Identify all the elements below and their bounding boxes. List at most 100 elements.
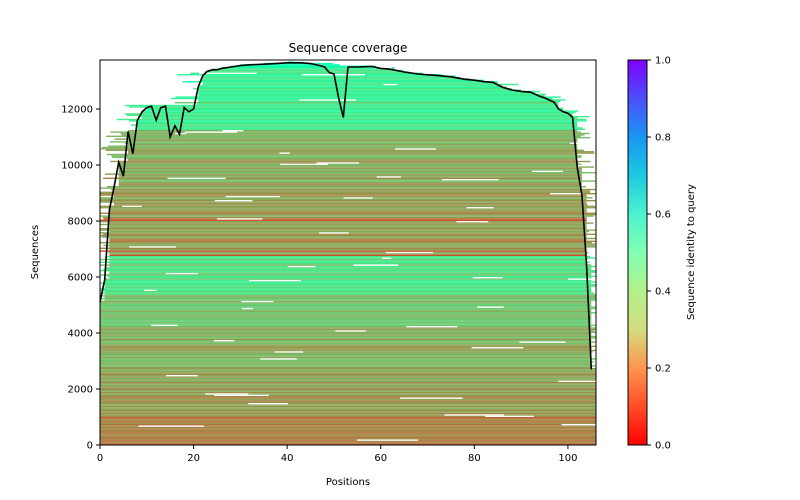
sequence-row [111,155,583,157]
sequence-row [198,89,522,91]
sequence-row [100,348,592,350]
sequence-gap [385,251,433,254]
sequence-row [100,282,592,284]
sequence-row [100,361,594,363]
sequence-row [100,270,596,272]
sequence-gap [299,99,357,101]
sequence-gap [456,221,489,223]
sequence-row [100,193,596,195]
sequence-row [100,200,596,202]
sequence-row [126,137,591,139]
sequence-row [100,321,592,324]
sequence-row [109,246,596,248]
sequence-row [100,194,587,196]
colorbar-tick-label: 0.0 [655,441,671,452]
sequence-row [109,263,587,265]
y-tick-label: 2000 [68,385,93,396]
sequence-row [129,120,587,122]
sequence-row [100,289,592,291]
sequence-row [100,148,578,150]
sequence-row [202,76,461,79]
sequence-row [100,397,596,399]
sequence-row [100,333,592,335]
sequence-row [100,394,596,396]
sequence-row [109,260,587,262]
sequence-row [126,114,573,116]
sequence-gap [531,170,564,172]
sequence-gap [477,306,504,308]
sequence-row [100,436,596,438]
sequence-gap [222,130,244,132]
sequence-row [100,334,592,336]
sequence-gap [151,324,178,326]
sequence-row [100,383,596,385]
sequence-row [100,221,587,223]
sequence-gap [381,257,392,259]
sequence-row [118,183,582,185]
sequence-row [100,400,596,402]
colorbar-tick-label: 0.6 [655,210,671,221]
sequence-row [100,307,596,310]
sequence-row [100,368,596,370]
sequence-row [118,184,582,186]
sequence-row [118,172,596,174]
sequence-row [109,222,594,224]
sequence-row [118,166,595,168]
sequence-row [116,118,587,121]
sequence-row [109,254,587,256]
sequence-row [193,88,512,90]
sequence-row [109,265,596,268]
sequence-row [142,117,578,119]
sequence-row [100,191,591,193]
y-tick-label: 4000 [68,329,93,340]
sequence-row [128,130,578,132]
colorbar-label: Sequence identity to query [686,184,697,320]
sequence-row [100,324,596,326]
sequence-row [128,151,594,153]
sequence-row [114,204,588,206]
sequence-row [100,205,596,207]
sequence-row [104,286,592,289]
sequence-row [100,309,592,311]
sequence-row [202,78,470,80]
sequence-row [100,344,592,346]
sequence-row [100,310,592,312]
sequence-row [202,83,519,86]
sequence-gap [122,205,142,207]
sequence-row [100,356,592,359]
sequence-row [109,277,592,279]
sequence-row [100,323,592,325]
sequence-row [104,293,596,296]
colorbar-axis: 0.0 0.2 0.4 0.6 0.8 1.0 [647,56,671,452]
sequence-gap [165,272,198,275]
sequence-row [198,86,508,88]
sequence-row [100,313,592,315]
sequence-row [198,95,545,97]
sequence-row [100,411,596,413]
y-tick-label: 8000 [68,217,93,228]
sequence-row [104,173,583,175]
sequence-row [109,209,587,212]
sequence-row [100,288,592,290]
sequence-row [100,425,596,427]
sequence-row [100,384,596,387]
sequence-row [100,362,592,364]
x-tick-label: 60 [374,453,387,464]
sequence-row [106,267,592,269]
sequence-row [138,116,590,118]
sequence-row [109,257,596,259]
chart-title: Sequence coverage [289,41,408,55]
sequence-row [142,110,579,112]
sequence-gap [568,278,596,280]
sequence-row [221,67,395,69]
sequence-gap [316,162,360,164]
colorbar-tick-label: 0.2 [655,364,671,375]
sequence-row [100,305,592,307]
sequence-row [107,275,596,277]
sequence-row [100,386,596,388]
sequence-row [100,242,593,244]
sequence-gap [395,148,436,150]
sequence-gap [214,200,253,202]
sequence-row [106,186,586,188]
sequence-gap [569,142,596,144]
